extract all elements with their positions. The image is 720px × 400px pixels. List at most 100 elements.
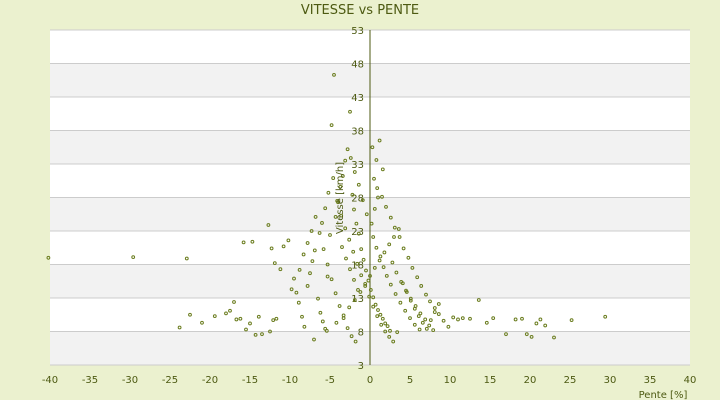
data-point (244, 327, 248, 332)
y-tick-label: 18 (351, 261, 364, 272)
data-point (363, 284, 368, 288)
data-point (396, 227, 401, 231)
data-point (271, 318, 276, 323)
data-point (272, 261, 277, 266)
data-point (380, 316, 385, 321)
data-point (446, 324, 451, 329)
data-point (410, 265, 415, 270)
data-point (309, 229, 314, 233)
data-point (428, 299, 432, 304)
data-point (326, 190, 331, 195)
x-tick-label: -10 (282, 375, 298, 386)
data-point (356, 182, 361, 187)
x-tick-label: -30 (122, 375, 138, 386)
data-point (345, 326, 350, 331)
data-point (334, 320, 339, 325)
data-point (345, 147, 350, 152)
x-tick-label: 40 (684, 375, 697, 386)
data-point (350, 192, 355, 197)
x-tick-label: -35 (82, 375, 98, 386)
data-point (387, 334, 392, 339)
data-point (374, 158, 379, 162)
data-point (476, 298, 481, 302)
data-point (184, 256, 189, 261)
data-point (343, 226, 348, 231)
data-point (406, 255, 411, 260)
data-point (248, 321, 252, 326)
data-point (468, 316, 472, 321)
data-point (399, 280, 404, 284)
data-point (364, 212, 369, 217)
data-point (504, 332, 508, 337)
data-point (337, 304, 342, 308)
data-point (253, 332, 258, 337)
data-point (387, 242, 392, 247)
data-point (286, 238, 291, 243)
data-point (368, 288, 373, 292)
data-point (331, 176, 336, 180)
data-point (520, 316, 524, 321)
data-point (377, 258, 382, 263)
data-point (338, 184, 343, 189)
data-point (349, 334, 354, 339)
x-axis-label: Pente [%] (639, 390, 688, 400)
data-point (351, 249, 356, 254)
x-tick-label: -15 (242, 375, 258, 386)
data-point (392, 235, 396, 239)
data-point (374, 245, 379, 250)
data-point (238, 316, 243, 321)
data-point (328, 233, 332, 237)
data-point (569, 318, 574, 323)
data-point (359, 247, 364, 251)
data-points (46, 72, 608, 344)
data-point (318, 310, 323, 315)
x-tick-label: 0 (367, 375, 373, 386)
x-tick-label: 5 (407, 375, 413, 386)
data-point (324, 328, 329, 333)
data-point (340, 245, 344, 249)
data-point (313, 215, 318, 219)
data-point (352, 170, 357, 174)
data-point (317, 231, 322, 235)
data-point (268, 329, 272, 334)
data-point (408, 296, 413, 301)
data-point (432, 306, 437, 310)
x-tick-label: 30 (604, 375, 617, 386)
data-point (343, 158, 348, 163)
data-point (393, 292, 398, 296)
data-point (348, 267, 352, 272)
data-point (200, 320, 204, 325)
data-point (413, 304, 418, 308)
data-point (441, 318, 446, 323)
y-tick-label: 33 (351, 160, 364, 171)
data-point (385, 324, 390, 329)
data-point (281, 244, 286, 249)
x-tick-label: -40 (42, 375, 58, 386)
data-point (305, 241, 310, 245)
data-point (320, 221, 324, 225)
data-point (403, 308, 408, 313)
data-point (401, 246, 406, 251)
data-point (543, 323, 548, 328)
data-point (356, 231, 361, 236)
data-point (269, 246, 274, 251)
x-tick-label: 10 (444, 375, 457, 386)
data-point (177, 325, 182, 330)
x-tick-label: 15 (484, 375, 497, 386)
data-point (377, 138, 382, 143)
data-point (391, 339, 396, 344)
data-point (529, 334, 534, 339)
data-point (312, 337, 316, 342)
data-point (395, 330, 400, 335)
x-tick-label: 35 (644, 375, 657, 386)
x-tick-label: -5 (325, 375, 335, 386)
data-point (420, 320, 425, 325)
data-point (379, 322, 384, 327)
data-point (355, 261, 360, 266)
data-point (369, 221, 374, 226)
data-point (380, 167, 385, 172)
y-tick-label: 13 (351, 294, 364, 305)
data-point (372, 206, 377, 211)
data-point (415, 275, 420, 280)
